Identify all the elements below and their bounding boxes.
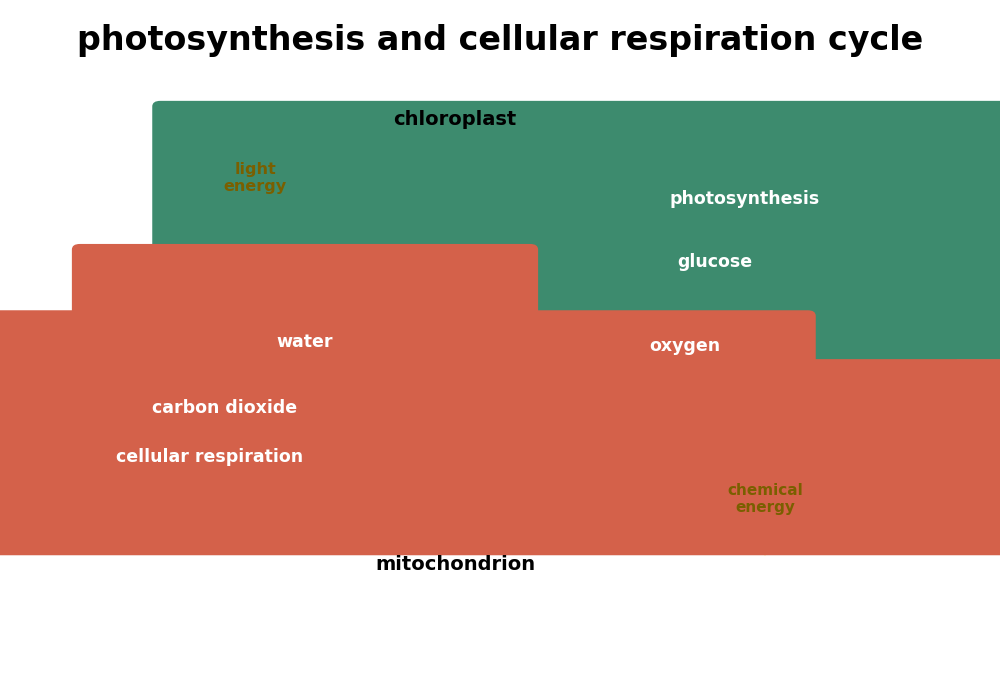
Text: photosynthesis and cellular respiration cycle: photosynthesis and cellular respiration … [77, 24, 923, 57]
FancyBboxPatch shape [403, 163, 1000, 360]
Ellipse shape [390, 154, 520, 286]
Text: carbon dioxide: carbon dioxide [152, 399, 298, 417]
Ellipse shape [404, 168, 506, 272]
Polygon shape [194, 117, 316, 239]
FancyBboxPatch shape [72, 244, 538, 440]
Polygon shape [710, 445, 820, 555]
Text: light
energy: light energy [223, 163, 287, 193]
FancyBboxPatch shape [0, 359, 1000, 556]
FancyBboxPatch shape [0, 311, 816, 507]
Text: chemical
energy: chemical energy [727, 484, 803, 514]
Text: cellular respiration: cellular respiration [116, 448, 304, 466]
Text: glucose: glucose [677, 253, 753, 271]
Text: mitochondrion: mitochondrion [375, 555, 535, 574]
FancyBboxPatch shape [413, 248, 957, 444]
Text: oxygen: oxygen [649, 336, 721, 355]
Text: photosynthesis: photosynthesis [670, 190, 820, 208]
Text: water: water [277, 333, 333, 351]
Ellipse shape [398, 406, 512, 516]
Text: chloroplast: chloroplast [393, 110, 517, 129]
Ellipse shape [384, 392, 526, 530]
FancyBboxPatch shape [152, 101, 1000, 297]
